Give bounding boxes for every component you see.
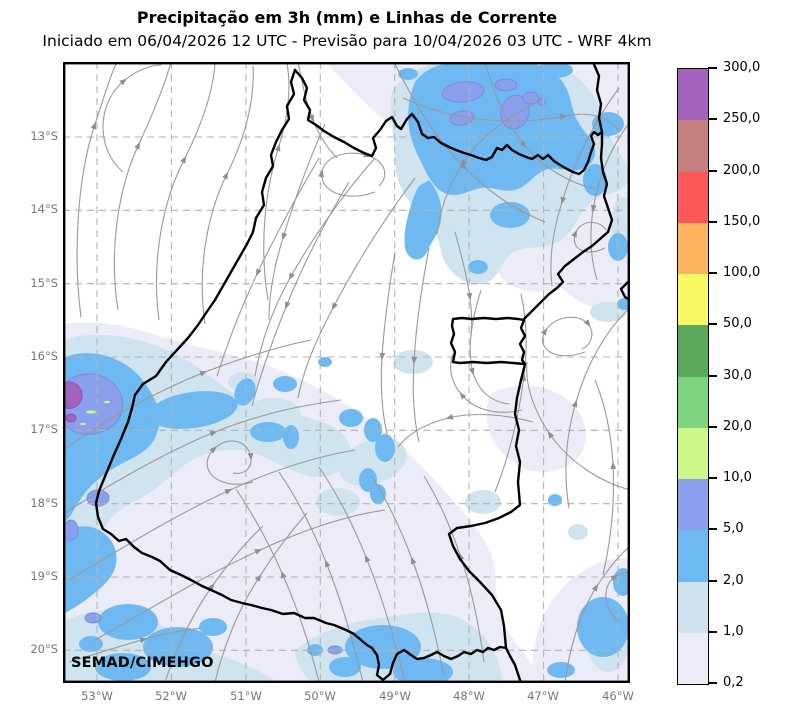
- colorbar-segment: [678, 69, 708, 121]
- colorbar-tick: [708, 272, 717, 274]
- lon-tick-52w: 52°W: [155, 689, 187, 703]
- colorbar-tick: [708, 118, 717, 120]
- lon-tick-47w: 47°W: [527, 689, 559, 703]
- border-goias-north: [293, 68, 604, 176]
- border-distrito-federal: [449, 316, 527, 366]
- lat-tick-17s: 17°S: [30, 422, 58, 436]
- lat-tick-15s: 15°S: [30, 276, 58, 290]
- colorbar-segment: [678, 530, 708, 582]
- colorbar-tick: [708, 631, 717, 633]
- lat-tick-20s: 20°S: [30, 642, 58, 656]
- colorbar-segment: [678, 376, 708, 428]
- colorbar-tick: [708, 528, 717, 530]
- colorbar-label-10: 10,0: [723, 470, 752, 485]
- border-fragment-east-edge: [619, 280, 630, 302]
- lat-tick-13s: 13°S: [30, 129, 58, 143]
- colorbar-label-200: 200,0: [723, 163, 761, 178]
- precip-layer-10mm: [80, 400, 110, 426]
- colorbar-segment: [678, 581, 708, 633]
- border-goias-northeast: [522, 62, 614, 321]
- colorbar: [677, 68, 709, 685]
- colorbar-label-1: 1,0: [723, 624, 744, 639]
- map-frame: [63, 62, 630, 683]
- colorbar-segment: [678, 274, 708, 326]
- colorbar-segment: [678, 120, 708, 172]
- lat-tick-14s: 14°S: [30, 202, 58, 216]
- colorbar-label-50: 50,0: [723, 316, 752, 331]
- colorbar-segment: [678, 171, 708, 223]
- agency-watermark: SEMAD/CIMEHGO: [71, 655, 214, 671]
- lon-tick-48w: 48°W: [453, 689, 485, 703]
- colorbar-label-30: 30,0: [723, 368, 752, 383]
- colorbar-label-20: 20,0: [723, 419, 752, 434]
- border-goias-east: [447, 362, 527, 650]
- colorbar-label-2: 2,0: [723, 573, 744, 588]
- colorbar-tick: [708, 221, 717, 223]
- colorbar-label-100: 100,0: [723, 265, 761, 280]
- colorbar-label-300: 300,0: [723, 60, 761, 75]
- colorbar-segment: [678, 479, 708, 531]
- colorbar-tick: [708, 170, 717, 172]
- colorbar-tick: [708, 426, 717, 428]
- lon-tick-50w: 50°W: [304, 689, 336, 703]
- border-goias-west-south: [94, 68, 523, 683]
- map-canvas: [63, 62, 630, 683]
- colorbar-segment: [678, 222, 708, 274]
- lon-tick-49w: 49°W: [379, 689, 411, 703]
- lat-tick-18s: 18°S: [30, 496, 58, 510]
- colorbar-segment: [678, 427, 708, 479]
- colorbar-tick: [708, 477, 717, 479]
- colorbar-tick: [708, 580, 717, 582]
- colorbar-label-5: 5,0: [723, 521, 744, 536]
- precip-layer-heavy: [63, 381, 83, 423]
- colorbar-label-150: 150,0: [723, 214, 761, 229]
- page-subtitle: Iniciado em 06/04/2026 12 UTC - Previsão…: [42, 32, 652, 50]
- lat-tick-16s: 16°S: [30, 349, 58, 363]
- lon-tick-53w: 53°W: [81, 689, 113, 703]
- colorbar-tick: [708, 375, 717, 377]
- colorbar-tick: [708, 682, 717, 684]
- colorbar-label-0p2: 0,2: [723, 675, 744, 690]
- colorbar-tick: [708, 67, 717, 69]
- lat-tick-19s: 19°S: [30, 569, 58, 583]
- colorbar-label-250: 250,0: [723, 111, 761, 126]
- colorbar-segment: [678, 632, 708, 684]
- state-borders: [94, 62, 630, 683]
- lon-tick-51w: 51°W: [230, 689, 262, 703]
- page-title: Precipitação em 3h (mm) e Linhas de Corr…: [136, 8, 558, 27]
- map-panel: SEMAD/CIMEHGO: [63, 62, 630, 683]
- lon-tick-46w: 46°W: [602, 689, 634, 703]
- colorbar-tick: [708, 323, 717, 325]
- colorbar-segment: [678, 325, 708, 377]
